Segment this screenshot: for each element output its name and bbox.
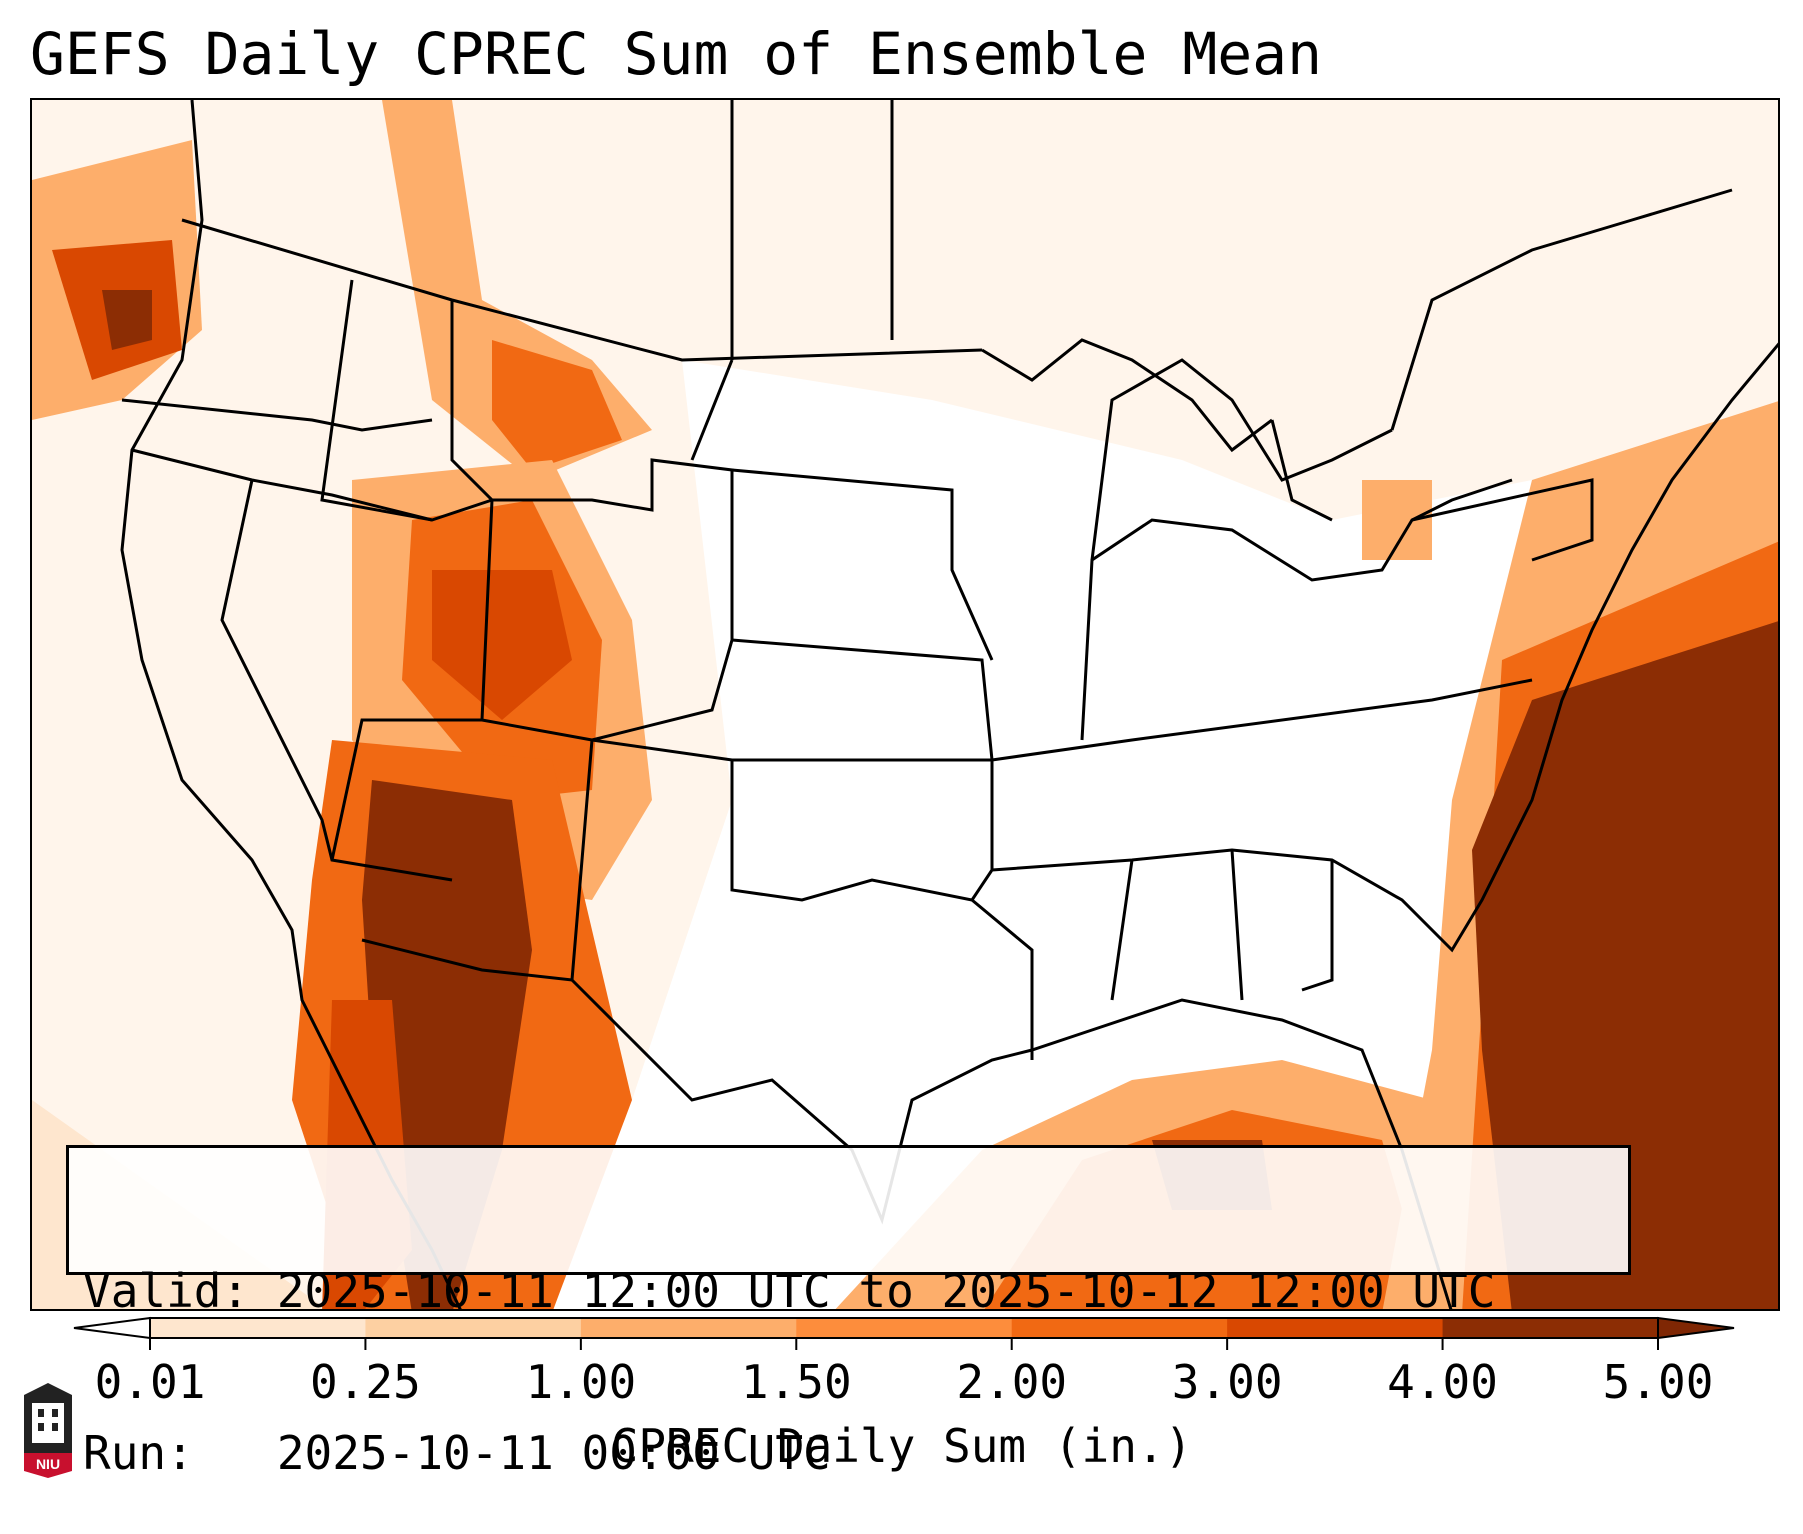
svg-text:NIU: NIU [36,1456,60,1472]
run-time-text: Run: 2025-10-11 00:00 UTC [83,1426,831,1480]
colorbar-over-arrow [1657,1316,1735,1340]
colorbar-segment [1442,1318,1659,1338]
colorbar-tick-label: 0.25 [310,1355,421,1409]
colorbar-segment [365,1318,582,1338]
colorbar-segment [150,1318,366,1338]
valid-time-text: Valid: 2025-10-11 12:00 UTC to 2025-10-1… [83,1264,1496,1318]
chart-title: GEFS Daily CPREC Sum of Ensemble Mean [30,20,1323,88]
validity-info-box: Valid: 2025-10-11 12:00 UTC to 2025-10-1… [66,1145,1631,1480]
colorbar-tick-label: 3.00 [1171,1355,1283,1409]
niu-logo: NIU [24,1383,72,1478]
colorbar-tick-label: 0.01 [94,1355,206,1409]
colorbar-segment [580,1318,797,1338]
colorbar-tick-label: 1.00 [525,1355,637,1409]
colorbar-tick-label: 2.00 [956,1355,1068,1409]
colorbar-under-arrow [73,1316,151,1340]
colorbar-tick-label: 4.00 [1387,1355,1498,1409]
borders [120,100,1778,1309]
colorbar-segment [796,1318,1013,1338]
colorbar-tick-label: 5.00 [1602,1355,1714,1409]
colorbar-segment [1011,1318,1228,1338]
colorbar-label: CPREC Daily Sum (in.) [610,1419,1193,1473]
colorbar-segment [1227,1318,1444,1338]
colorbar [73,1316,1735,1350]
colorbar-tick-label: 1.50 [740,1355,852,1409]
